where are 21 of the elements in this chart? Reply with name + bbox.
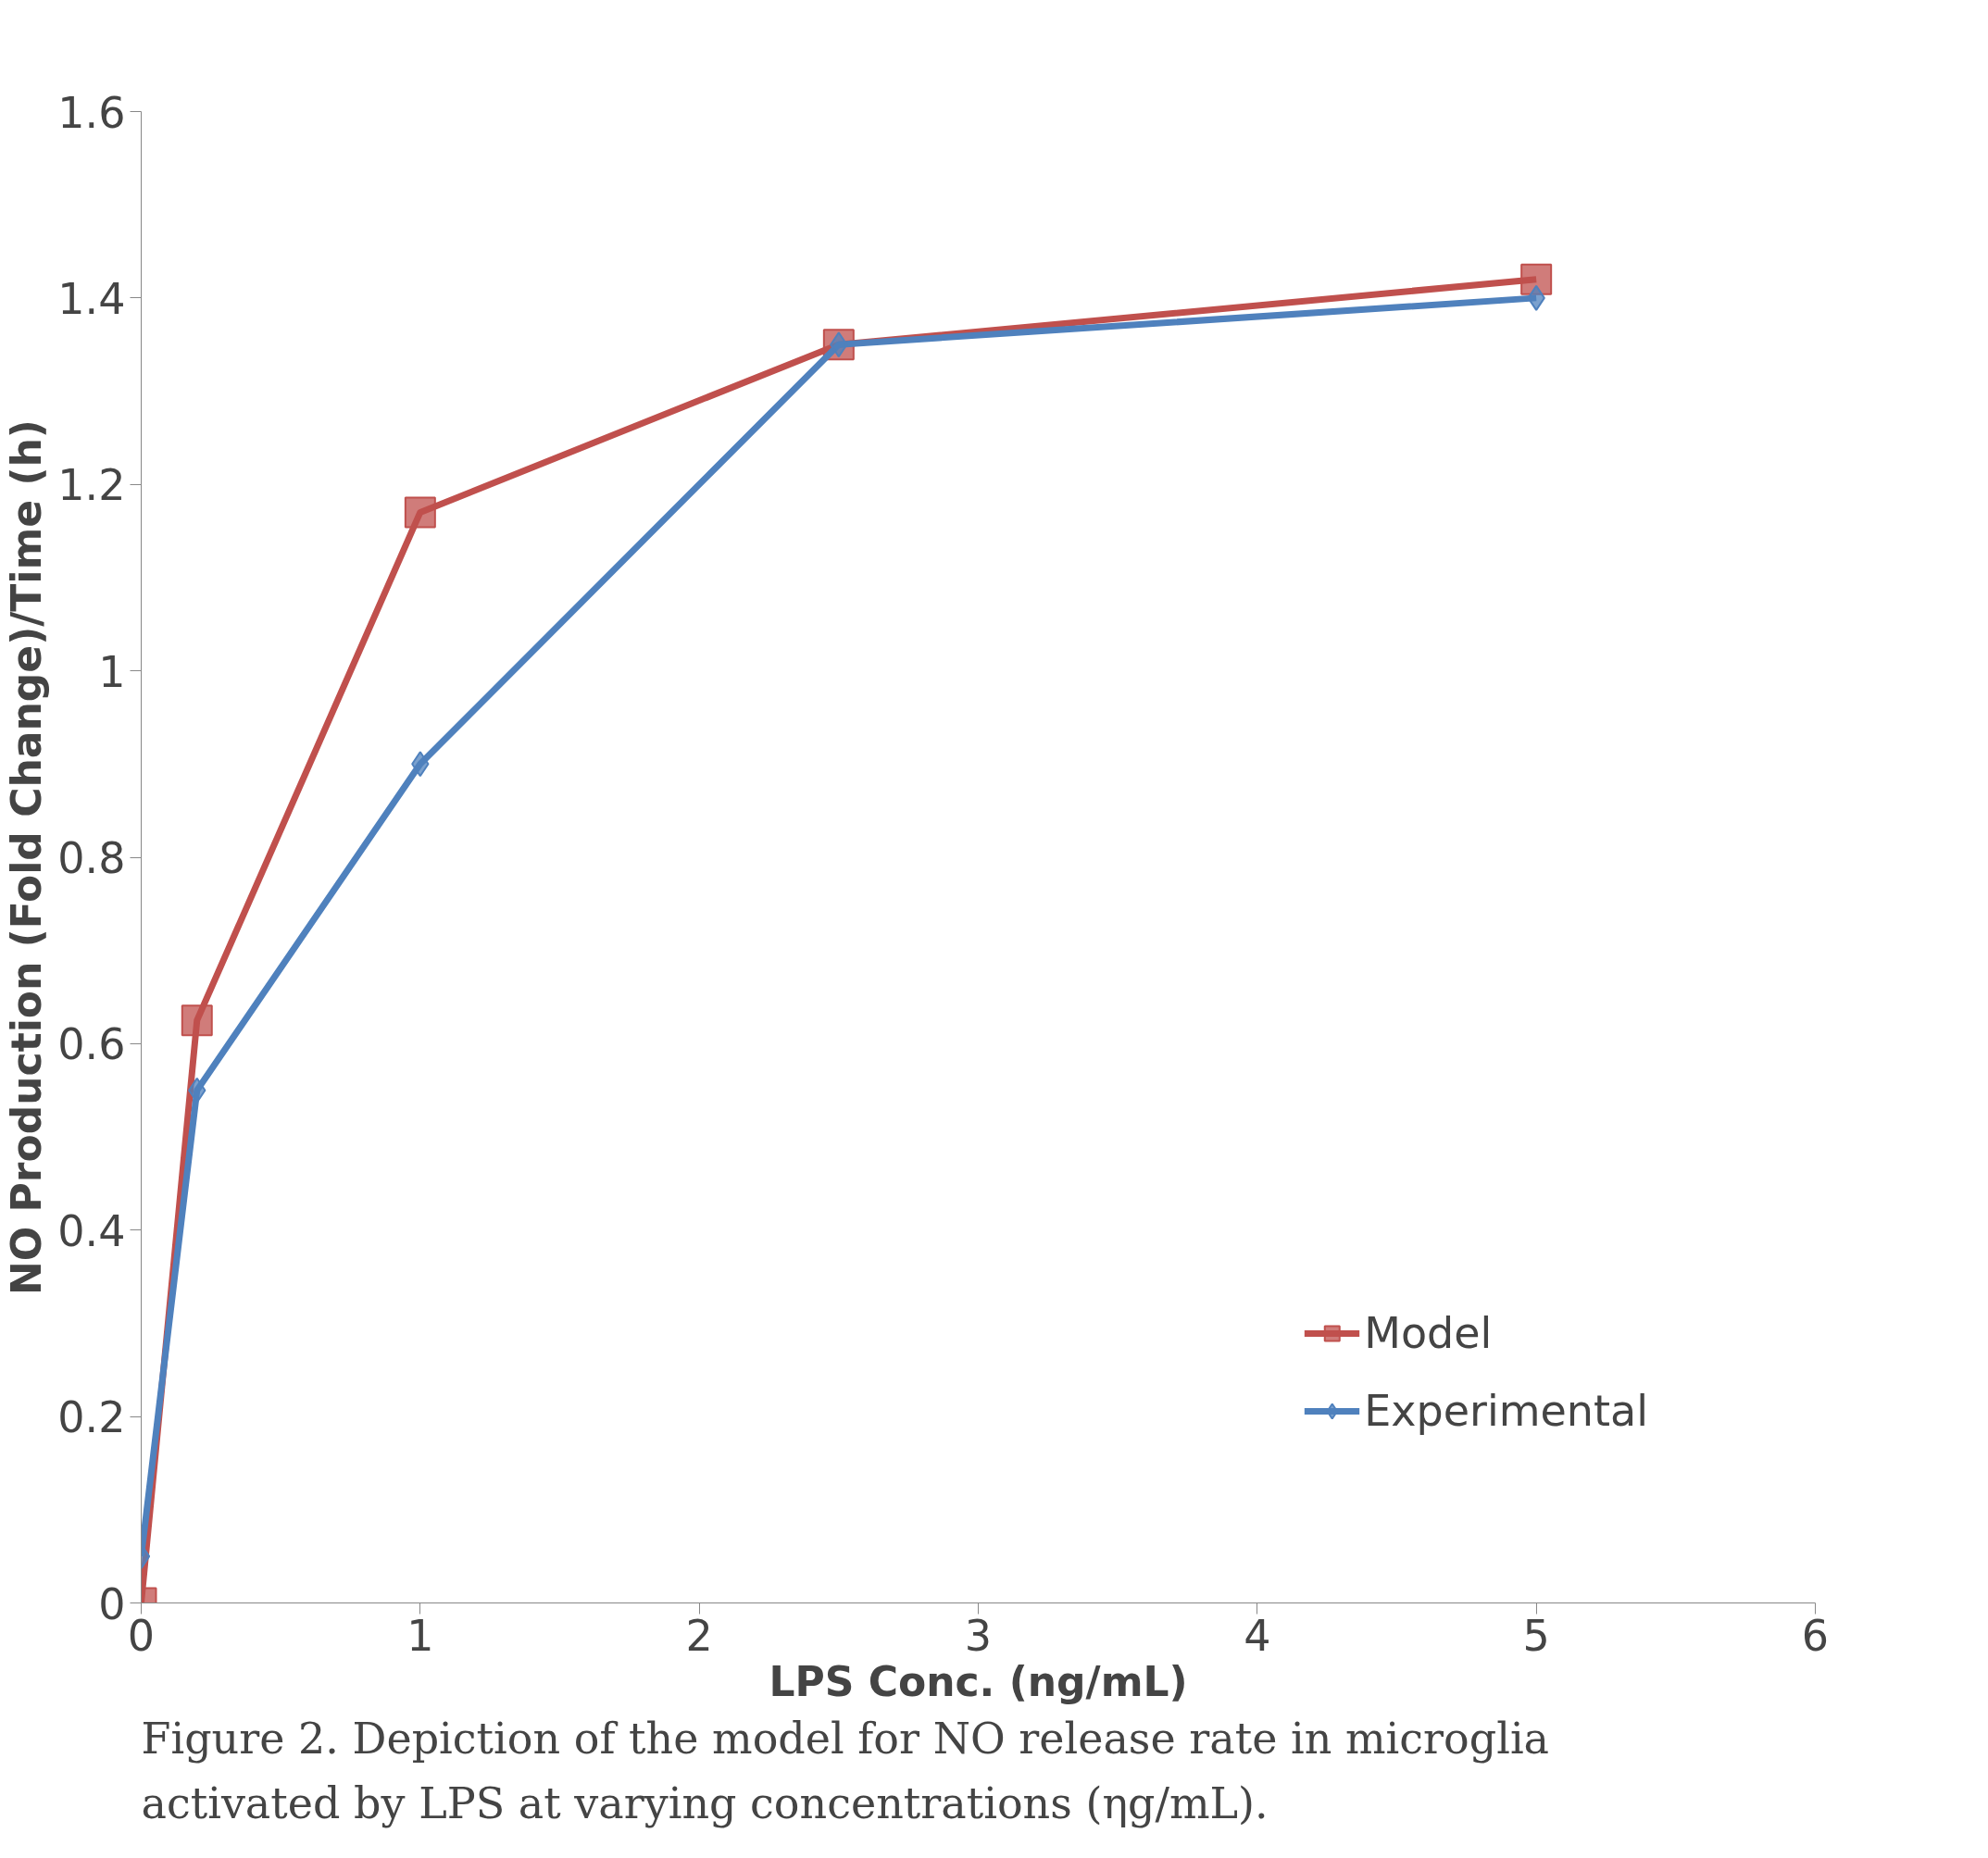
y-tick-label: 1 <box>98 646 126 697</box>
x-tick-label: 5 <box>1522 1610 1550 1661</box>
point <box>404 496 436 529</box>
y-tick-label: 0 <box>98 1578 126 1629</box>
legend-label: Model <box>1364 1308 1493 1358</box>
x-tick-label: 2 <box>685 1610 713 1661</box>
point <box>181 1004 213 1037</box>
x-tick-label: 6 <box>1801 1610 1830 1661</box>
y-tick-label: 0.2 <box>57 1392 126 1443</box>
y-axis-title: NO Production (Fold Change)/Time (h) <box>3 419 51 1295</box>
y-tick-label: 0.4 <box>57 1205 126 1256</box>
y-tick-label: 0.8 <box>57 833 126 883</box>
y-tick-label: 1.2 <box>57 460 126 511</box>
x-tick-label: 1 <box>406 1610 434 1661</box>
y-tick-label: 1.6 <box>57 87 126 138</box>
legend-label: Experimental <box>1364 1386 1648 1436</box>
x-tick-label: 4 <box>1244 1610 1271 1661</box>
caption: Figure 2. Depiction of the model for NO release rate in microglia activated by LPS at varying concentrations (ηg/mL). <box>141 1714 1550 1829</box>
point <box>1520 263 1553 295</box>
y-tick-label: 0.6 <box>57 1019 126 1070</box>
y-tick-label: 1.4 <box>57 273 126 324</box>
